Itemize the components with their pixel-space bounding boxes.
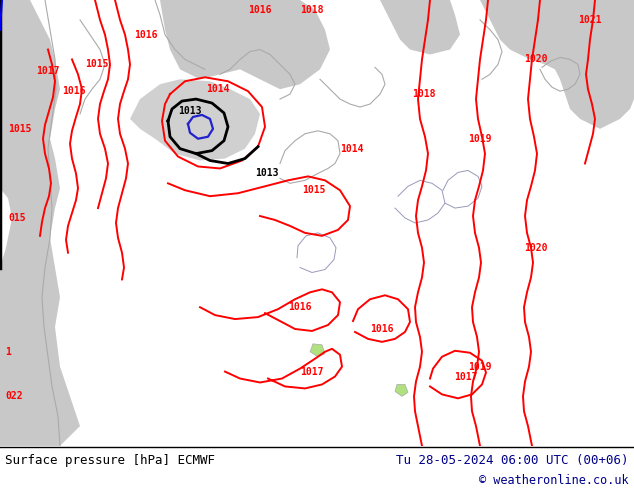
Polygon shape (538, 10, 565, 35)
Text: 1017: 1017 (300, 367, 323, 377)
Text: 1014: 1014 (206, 84, 230, 94)
Text: 1016: 1016 (370, 324, 394, 334)
Text: 1021: 1021 (578, 15, 602, 25)
Polygon shape (130, 79, 260, 161)
Text: 1015: 1015 (302, 185, 325, 195)
Text: 1014: 1014 (340, 144, 363, 154)
Text: 1016: 1016 (288, 302, 311, 312)
Text: 1016: 1016 (62, 86, 86, 96)
Text: 1013: 1013 (255, 169, 278, 178)
Text: 1017: 1017 (36, 66, 60, 76)
Text: 1017: 1017 (454, 371, 477, 382)
Text: 1019: 1019 (468, 362, 491, 371)
Text: 1013: 1013 (178, 106, 202, 116)
Text: 1016: 1016 (248, 5, 271, 15)
Text: 1015: 1015 (85, 59, 108, 70)
Text: 022: 022 (5, 392, 23, 401)
Polygon shape (0, 0, 80, 446)
Text: 1018: 1018 (300, 5, 323, 15)
Text: 1018: 1018 (412, 89, 436, 99)
Polygon shape (480, 0, 634, 129)
Polygon shape (310, 344, 325, 357)
Text: 1019: 1019 (468, 134, 491, 144)
Text: Tu 28-05-2024 06:00 UTC (00+06): Tu 28-05-2024 06:00 UTC (00+06) (396, 454, 629, 467)
Polygon shape (395, 385, 408, 396)
Text: 015: 015 (8, 213, 25, 223)
Text: © weatheronline.co.uk: © weatheronline.co.uk (479, 474, 629, 487)
Polygon shape (380, 0, 460, 54)
Polygon shape (160, 0, 330, 89)
Text: 1015: 1015 (8, 124, 32, 134)
Text: 1020: 1020 (524, 243, 548, 253)
Text: 1: 1 (5, 347, 11, 357)
Text: Surface pressure [hPa] ECMWF: Surface pressure [hPa] ECMWF (5, 454, 215, 467)
Text: 1016: 1016 (134, 30, 157, 40)
Text: 1020: 1020 (524, 54, 548, 65)
